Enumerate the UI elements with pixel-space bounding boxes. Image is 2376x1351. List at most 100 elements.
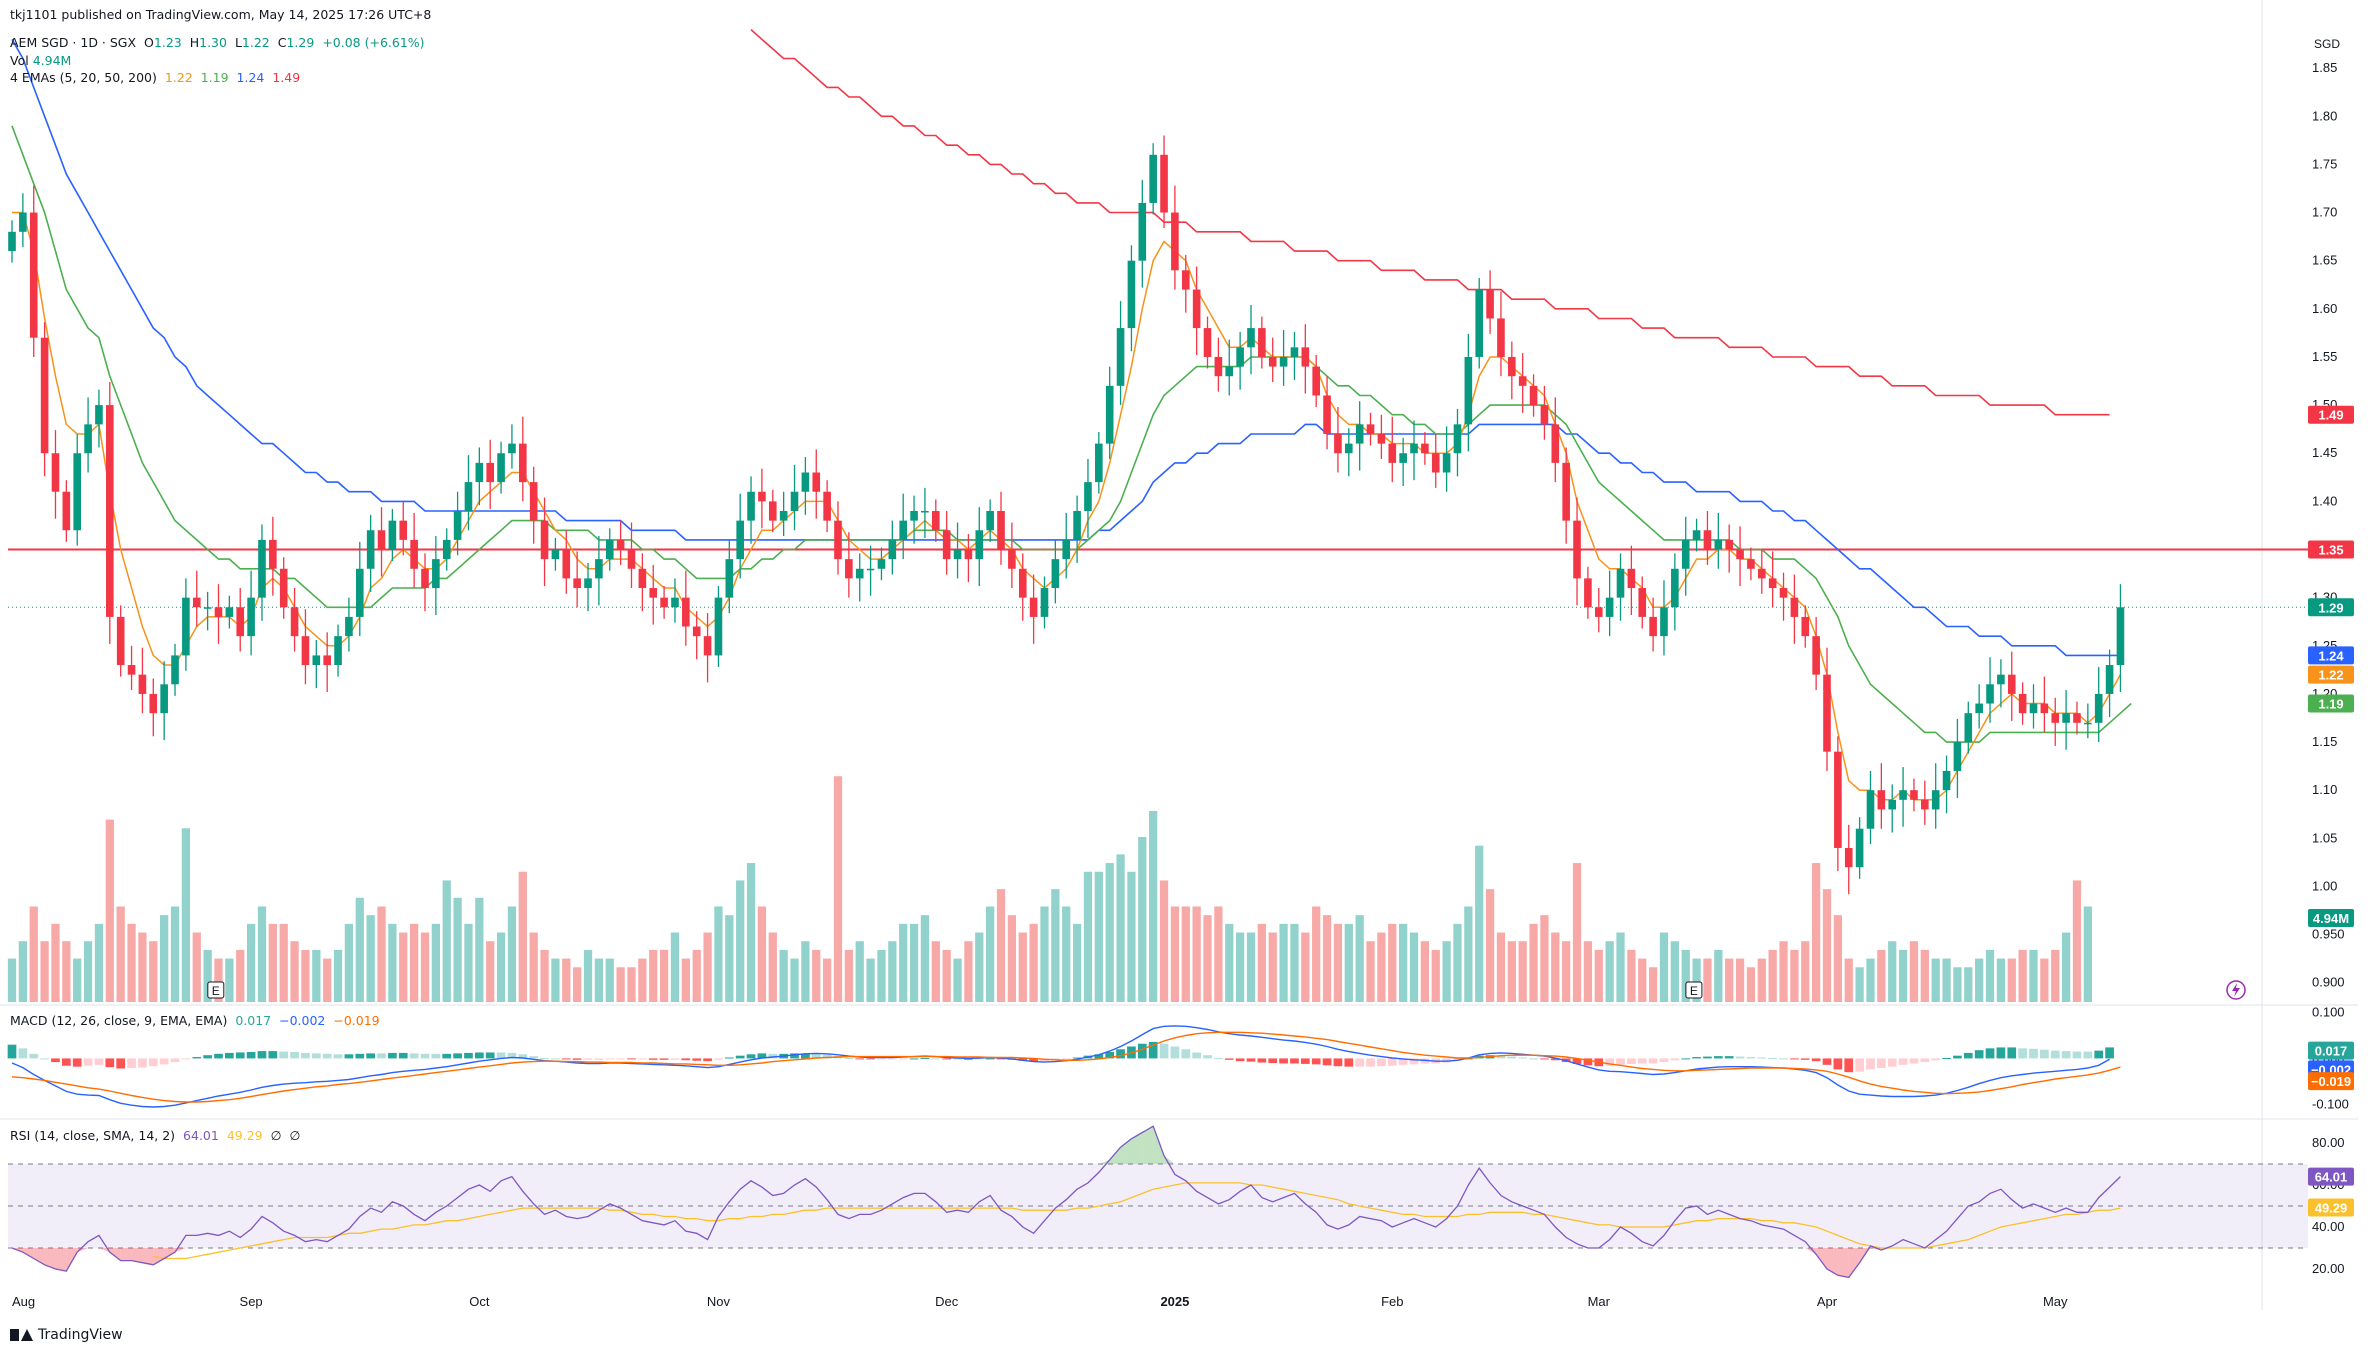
- macd-histogram-bar: [1387, 1058, 1397, 1066]
- candle: [1584, 566, 1592, 619]
- volume-bar: [1409, 932, 1419, 1002]
- symbol-name[interactable]: AEM SGD · 1D · SGX: [10, 35, 137, 50]
- rsi-tick-label: 80.00: [2312, 1135, 2345, 1150]
- candle: [1605, 570, 1614, 637]
- macd-histogram-bar: [1300, 1058, 1310, 1064]
- candle-body: [1442, 453, 1451, 473]
- candle: [1410, 420, 1418, 481]
- volume-bar: [1790, 949, 1799, 1002]
- candle: [1442, 426, 1451, 492]
- macd-histogram-bar: [1746, 1057, 1756, 1059]
- volume-bar: [1290, 923, 1299, 1002]
- macd-histogram-bar: [2083, 1051, 2093, 1059]
- candle: [1540, 385, 1549, 440]
- candle-body: [1660, 607, 1668, 637]
- candle: [116, 605, 125, 677]
- rsi-legend[interactable]: RSI (14, close, SMA, 14, 2) 64.01 49.29 …: [10, 1128, 304, 1143]
- macd-histogram-bar: [1029, 1058, 1038, 1062]
- candle: [1823, 647, 1831, 771]
- candle-body: [1203, 328, 1212, 357]
- macd-histogram-bar: [1703, 1056, 1712, 1059]
- candle-body: [1866, 790, 1875, 829]
- macd-histogram-bar: [290, 1052, 299, 1059]
- volume-bar: [1583, 941, 1593, 1002]
- earnings-marker-box: [207, 981, 225, 999]
- volume-bar: [1996, 958, 2006, 1002]
- volume-bar: [920, 915, 930, 1002]
- macd-histogram-bar: [181, 1058, 191, 1060]
- macd-histogram-bar: [953, 1058, 962, 1060]
- candle: [1747, 547, 1755, 581]
- candle-body: [1388, 443, 1397, 463]
- macd-histogram-bar: [1898, 1058, 1908, 1065]
- candle-body: [758, 491, 766, 502]
- ema-legend[interactable]: 4 EMAs (5, 20, 50, 200) 1.22 1.19 1.24 1…: [10, 70, 304, 85]
- macd-histogram-bar: [1692, 1057, 1701, 1059]
- x-axis-label: Dec: [935, 1294, 959, 1309]
- candle: [1268, 337, 1277, 382]
- volume-bar: [649, 949, 658, 1002]
- volume-bar: [1420, 941, 1430, 1002]
- candle-body: [1703, 530, 1712, 550]
- rsi-ma-line: [153, 1182, 2121, 1260]
- open-value: 1.23: [153, 35, 182, 50]
- volume-bar: [986, 906, 995, 1002]
- price-badge-1-22-bg: [2308, 665, 2354, 684]
- volume-bar: [181, 828, 191, 1002]
- candle-body: [877, 559, 886, 569]
- candle-body: [1714, 539, 1723, 550]
- candle: [2094, 666, 2103, 743]
- price-badge-1-29: 1.29: [2308, 598, 2354, 617]
- macd-histogram-bar: [257, 1051, 267, 1059]
- candle-body: [649, 588, 658, 598]
- candle-body: [1529, 385, 1538, 406]
- candle: [410, 512, 418, 589]
- volume-bar: [1029, 923, 1038, 1002]
- volume-bar: [2018, 949, 2027, 1002]
- volume-bar: [1062, 906, 1071, 1002]
- candle: [649, 564, 658, 625]
- candle-body: [616, 539, 625, 550]
- candle-body: [1812, 636, 1820, 675]
- macd-histogram-bar: [1876, 1058, 1886, 1069]
- candle-body: [975, 530, 984, 560]
- macd-legend[interactable]: MACD (12, 26, close, 9, EMA, EMA) 0.017 …: [10, 1013, 384, 1028]
- candle-body: [1790, 597, 1799, 617]
- rsi-oversold-fill: [164, 1248, 176, 1259]
- volume-bar: [2061, 932, 2071, 1002]
- candle-body: [1334, 433, 1342, 454]
- macd-histogram-bar: [898, 1058, 908, 1060]
- candle-body: [671, 597, 679, 608]
- candle: [1258, 316, 1266, 369]
- candle-body: [1627, 568, 1636, 589]
- candle: [660, 586, 668, 619]
- candle-body: [551, 549, 560, 560]
- x-axis-label: Nov: [707, 1294, 731, 1309]
- volume-bar: [1018, 932, 1027, 1002]
- volume-legend[interactable]: Vol 4.94M: [10, 53, 75, 68]
- candle-body: [279, 568, 288, 608]
- candle-body: [1497, 318, 1505, 357]
- candle: [1475, 278, 1484, 369]
- candle-body: [1475, 289, 1484, 357]
- volume-bar: [1844, 958, 1853, 1002]
- candle-body: [442, 539, 451, 560]
- ohlc-legend[interactable]: AEM SGD · 1D · SGX O1.23 H1.30 L1.22 C1.…: [10, 35, 429, 50]
- volume-bar: [670, 932, 680, 1002]
- earnings-marker-label: E: [212, 984, 220, 998]
- volume-bar: [1127, 871, 1136, 1002]
- x-axis-label: 2025: [1160, 1294, 1189, 1309]
- tradingview-logo[interactable]: TradingView: [10, 1327, 123, 1343]
- candle: [1399, 437, 1407, 486]
- volume-bar: [1442, 941, 1451, 1002]
- candle-body: [779, 511, 788, 521]
- candle-body: [2007, 674, 2016, 694]
- rsi-oversold-fill: [1816, 1248, 1828, 1269]
- macd-histogram-bar: [1637, 1058, 1647, 1064]
- macd-histogram-bar: [2050, 1050, 2060, 1059]
- close-label: C: [277, 35, 287, 50]
- volume-bar: [1094, 871, 1103, 1002]
- volume-bar: [1529, 923, 1538, 1002]
- candle: [1855, 817, 1864, 879]
